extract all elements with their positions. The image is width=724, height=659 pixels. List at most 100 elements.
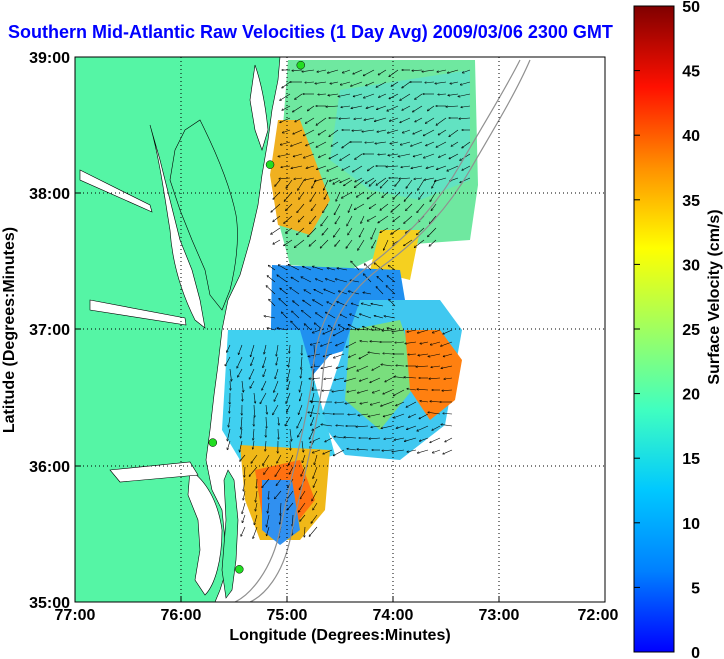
velocity-vector [344, 179, 353, 186]
velocity-vector [321, 215, 329, 226]
velocity-vector [323, 329, 333, 334]
velocity-vector [323, 449, 333, 454]
velocity-vector [310, 404, 315, 416]
velocity-region-hatteras-south [262, 480, 300, 545]
velocity-vector [289, 344, 290, 353]
velocity-vector [392, 329, 405, 332]
velocity-vector [366, 81, 375, 86]
velocity-vector [430, 215, 437, 224]
velocity-vector [289, 428, 291, 441]
y-axis-label: Latitude (Degrees:Minutes) [1, 227, 18, 433]
velocity-vector [432, 329, 441, 333]
velocity-vector [340, 177, 351, 182]
velocity-vector [250, 380, 255, 388]
velocity-vector [334, 437, 345, 439]
velocity-vector [390, 117, 399, 121]
contour-slope [249, 59, 531, 602]
velocity-vector [334, 227, 341, 237]
albemarle-sound [109, 461, 199, 483]
velocity-vector [342, 191, 353, 198]
velocity-vector [393, 389, 405, 396]
velocity-vector [241, 428, 243, 438]
velocity-vector [411, 165, 423, 168]
velocity-vector [406, 401, 417, 407]
colorbar-tick-label: 40 [682, 128, 700, 145]
velocity-vector [277, 275, 288, 283]
velocity-vector [301, 368, 303, 378]
velocity-vector [389, 69, 399, 76]
velocity-vector [280, 288, 288, 295]
x-axis-label: Longitude (Degrees:Minutes) [229, 627, 450, 644]
velocity-vector [428, 227, 437, 237]
pamlico-sound [187, 469, 223, 596]
velocity-vector [357, 449, 369, 450]
velocity-vector [284, 215, 293, 223]
velocity-vector [394, 437, 405, 440]
velocity-vector [323, 413, 333, 414]
velocity-vector [322, 390, 333, 391]
velocity-vector [325, 437, 333, 442]
velocity-vector [429, 239, 437, 246]
x-tick-label: 73:00 [479, 607, 520, 624]
velocity-vector [370, 341, 381, 342]
velocity-field [222, 60, 478, 545]
velocity-vector [280, 514, 282, 524]
velocity-vector [356, 426, 369, 427]
velocity-vector [253, 440, 255, 449]
velocity-vector [369, 203, 377, 208]
velocity-vector [250, 344, 255, 356]
velocity-vector [377, 129, 387, 132]
velocity-vector [361, 215, 365, 223]
axis-ticks [74, 56, 606, 603]
velocity-vector [357, 389, 369, 393]
velocity-vector [338, 291, 348, 295]
y-tick-label: 37:00 [29, 322, 70, 339]
velocity-vector [368, 413, 381, 416]
velocity-vector [447, 69, 459, 73]
velocity-vector [287, 404, 291, 412]
velocity-vector [288, 265, 300, 271]
velocity-vector [392, 449, 405, 452]
velocity-vector [238, 368, 243, 377]
velocity-vector [363, 292, 372, 295]
velocity-vector [424, 177, 435, 180]
velocity-vector [311, 203, 317, 210]
velocity-vector [431, 365, 441, 367]
velocity-vector [434, 177, 447, 181]
velocity-vector [418, 179, 425, 190]
velocity-vector [279, 178, 291, 179]
velocity-vector [411, 141, 423, 146]
velocity-vector [260, 392, 267, 403]
velocity-vector [353, 69, 363, 74]
velocity-vector [383, 353, 393, 354]
velocity-vector [298, 404, 303, 414]
velocity-vector [301, 356, 302, 369]
velocity-vector [312, 449, 321, 453]
velocity-vector [396, 401, 405, 406]
velocity-vector [313, 380, 315, 389]
velocity-vector [271, 227, 281, 234]
velocity-vector [430, 437, 441, 442]
colorbar-tick-label: 0 [691, 645, 700, 659]
velocity-vector [462, 69, 471, 73]
velocity-vector [304, 324, 312, 331]
velocity-vector [415, 93, 423, 99]
velocity-vector [253, 526, 258, 538]
y-tick-label: 38:00 [29, 186, 70, 203]
velocity-vector [310, 215, 317, 224]
velocity-vector [441, 365, 453, 368]
velocity-vector [370, 377, 381, 382]
velocity-region-mid-green [345, 320, 420, 430]
velocity-vector [355, 177, 363, 182]
velocity-vector [439, 153, 447, 157]
velocity-vector [324, 179, 329, 190]
velocity-vector [288, 356, 291, 367]
velocity-vector [362, 129, 375, 132]
x-tick-label: 75:00 [267, 607, 308, 624]
velocity-vector [253, 428, 254, 440]
velocity-vector [414, 178, 423, 179]
velocity-vector [377, 277, 384, 283]
velocity-vector [360, 341, 369, 342]
velocity-vector [462, 165, 471, 170]
velocity-vector [436, 117, 447, 125]
